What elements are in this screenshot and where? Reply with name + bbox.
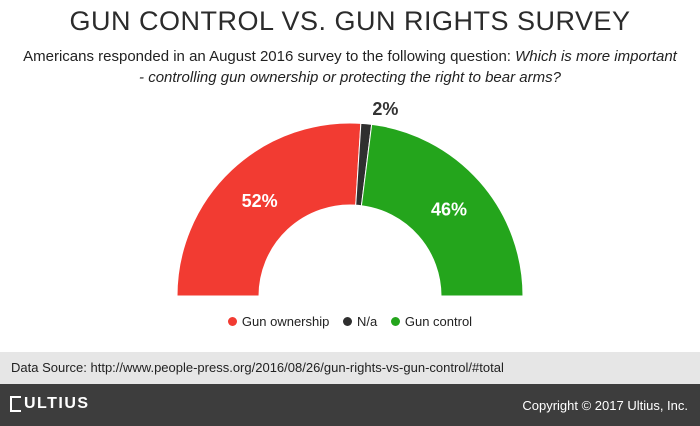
data-label-gun-control: 46% <box>431 200 467 220</box>
chart-title: GUN CONTROL VS. GUN RIGHTS SURVEY <box>69 6 631 36</box>
legend-label-gun-ownership: Gun ownership <box>241 314 330 329</box>
data-label-n-a: 2% <box>372 99 398 119</box>
legend-dot-gun-ownership <box>227 317 237 326</box>
legend-item-na: N/a <box>343 314 377 329</box>
legend-item-gun-ownership: Gun ownership <box>227 314 330 329</box>
copyright-text: Copyright © 2017 Ultius, Inc. <box>522 398 688 413</box>
chart-subtitle: Americans responded in an August 2016 su… <box>20 46 680 88</box>
legend-dot-na <box>343 317 352 326</box>
footer: ULTIUS Copyright © 2017 Ultius, Inc. <box>0 384 700 426</box>
legend-label-gun-control: Gun control <box>404 314 473 329</box>
legend-label-na: N/a <box>357 314 378 329</box>
source-bar: Data Source: http://www.people-press.org… <box>0 352 700 384</box>
subtitle-text: Americans responded in an August 2016 su… <box>23 48 511 65</box>
data-source-text: Data Source: http://www.people-press.org… <box>11 360 504 375</box>
half-donut-chart: 52% 2% 46% <box>176 99 524 297</box>
legend-dot-gun-control <box>390 317 400 326</box>
survey-question: Which is more important - controlling gu… <box>139 48 677 86</box>
legend-item-gun-control: Gun control <box>390 314 473 329</box>
brand-name: ULTIUS <box>24 395 90 412</box>
chart-legend: Gun ownership N/a Gun control <box>0 314 700 329</box>
slice-gun-control <box>360 123 524 297</box>
ultius-logo: ULTIUS <box>10 395 90 413</box>
slice-gun-ownership <box>176 122 362 297</box>
ultius-logo-icon <box>10 396 21 412</box>
data-label-gun-ownership: 52% <box>242 191 278 211</box>
